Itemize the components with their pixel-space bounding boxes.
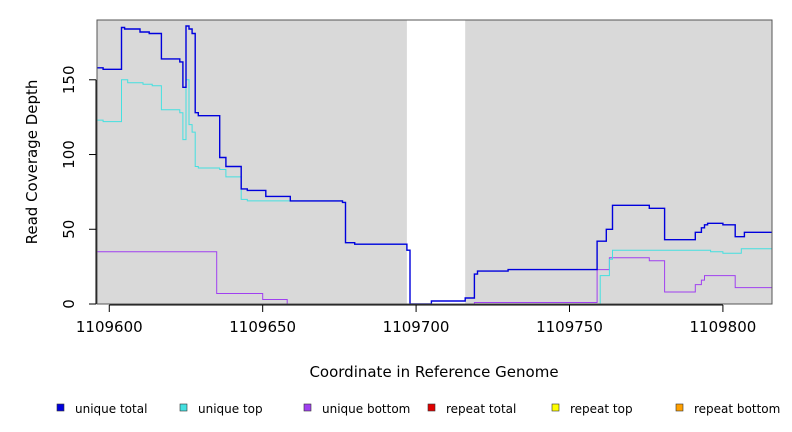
legend: unique total unique top unique bottom repea… (56, 402, 780, 416)
legend-swatch (56, 403, 65, 412)
legend-item-repeat-bottom: repeat bottom (675, 402, 780, 416)
legend-label: unique total (75, 402, 147, 416)
legend-swatch (427, 403, 436, 412)
legend-swatch (303, 403, 312, 412)
y-axis-title: Read Coverage Depth (23, 80, 41, 245)
legend-item-repeat-top: repeat top (551, 402, 633, 416)
legend-label: unique bottom (322, 402, 410, 416)
legend-label: repeat bottom (694, 402, 780, 416)
legend-item-unique-bottom: unique bottom (303, 402, 410, 416)
legend-item-unique-top: unique top (179, 402, 263, 416)
y-tick-label: 0 (60, 299, 78, 309)
legend-swatch (551, 403, 560, 412)
legend-swatch (675, 403, 684, 412)
y-tick-label: 100 (60, 140, 78, 169)
shaded-regions (97, 20, 772, 304)
plot-frame (96, 19, 773, 305)
x-tick-label: 1109600 (76, 318, 143, 336)
shaded-region-2 (465, 20, 772, 304)
y-tick-label: 150 (60, 65, 78, 94)
legend-label: unique top (198, 402, 263, 416)
legend-label: repeat top (570, 402, 633, 416)
axes: 1109600 1109650 1109700 1109750 1109800 0 50 10… (60, 65, 756, 336)
x-tick-label: 1109700 (383, 318, 450, 336)
legend-label: repeat total (446, 402, 516, 416)
legend-item-unique-total: unique total (56, 402, 147, 416)
x-tick-label: 1109650 (229, 318, 296, 336)
series-unique-bottom (97, 251, 772, 305)
legend-item-repeat-total: repeat total (427, 402, 516, 416)
y-tick-label: 50 (60, 220, 78, 239)
x-tick-label: 1109750 (536, 318, 603, 336)
x-axis-title: Coordinate in Reference Genome (309, 363, 558, 381)
series-unique-total (97, 25, 772, 305)
shaded-region-1 (97, 20, 407, 304)
legend-swatch (179, 403, 188, 412)
series-unique-top (97, 79, 772, 305)
x-tick-label: 1109800 (690, 318, 757, 336)
